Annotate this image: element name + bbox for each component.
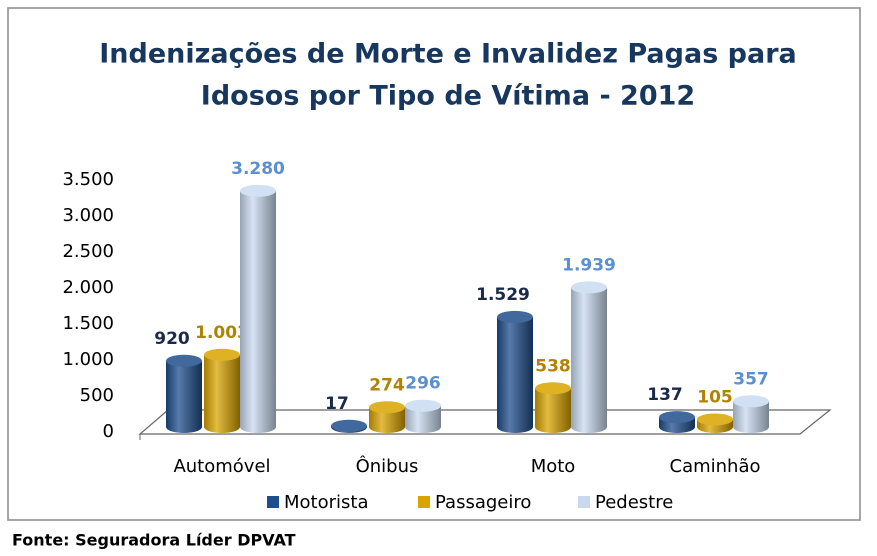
bar-top [733, 395, 769, 408]
y-tick-label: 3.500 [62, 169, 114, 190]
bar-top [204, 348, 240, 361]
legend-label: Motorista [284, 492, 368, 513]
bar-top [166, 354, 202, 367]
value-label: 920 [154, 329, 190, 349]
bar-top [535, 382, 571, 395]
bar [659, 411, 695, 433]
value-label: 357 [733, 369, 769, 389]
y-tick-label: 500 [80, 385, 114, 406]
chart-title: Indenizações de Morte e Invalidez Pagas … [99, 39, 797, 70]
bar-top [405, 399, 441, 412]
value-label: 274 [369, 375, 405, 395]
value-label: 1.529 [476, 285, 530, 305]
value-label: 1.003 [195, 323, 249, 343]
bar [405, 399, 441, 433]
legend-swatch [267, 496, 279, 508]
bar-body [497, 316, 533, 433]
value-label: 3.280 [231, 159, 285, 179]
bar-body [240, 190, 276, 433]
legend-label: Pedestre [595, 492, 673, 513]
bar-top [331, 419, 367, 432]
bar-body [369, 407, 405, 433]
y-tick-label: 3.000 [62, 205, 114, 226]
bar [571, 281, 607, 433]
y-tick-label: 1.000 [62, 349, 114, 370]
legend-label: Passageiro [435, 492, 531, 513]
source: Fonte: Seguradora Líder DPVAT [12, 531, 296, 550]
bar [369, 401, 405, 433]
bar-top [571, 281, 607, 294]
value-label: 137 [647, 385, 683, 405]
bar-body [535, 388, 571, 433]
legend-swatch [418, 496, 430, 508]
bar [497, 310, 533, 433]
bar [733, 395, 769, 433]
chart-title: Idosos por Tipo de Vítima - 2012 [201, 81, 695, 112]
bar [697, 413, 733, 433]
value-label: 1.939 [562, 255, 616, 275]
bar-body [204, 354, 240, 433]
bar-body [166, 360, 202, 433]
value-label: 105 [697, 387, 733, 407]
y-tick-label: 2.500 [62, 241, 114, 262]
bar-body [571, 287, 607, 433]
y-tick-label: 1.500 [62, 313, 114, 334]
x-tick-label: Automóvel [173, 456, 270, 477]
value-label: 17 [325, 394, 349, 414]
x-tick-label: Moto [531, 456, 576, 477]
value-label: 296 [405, 374, 441, 394]
x-tick-label: Ônibus [356, 455, 419, 477]
legend-swatch [578, 496, 590, 508]
value-label: 538 [535, 356, 571, 376]
x-tick-label: Caminhão [670, 456, 761, 477]
bar-body [733, 401, 769, 433]
bar-top [497, 310, 533, 323]
bar [331, 419, 367, 433]
bar-top [240, 184, 276, 197]
bar-body [405, 405, 441, 433]
chart-border [7, 7, 861, 521]
floor [138, 409, 832, 435]
bar [240, 184, 276, 433]
bar [535, 382, 571, 433]
bar-top [369, 401, 405, 414]
bar [166, 354, 202, 433]
y-tick-label: 0 [103, 421, 114, 442]
y-tick-label: 2.000 [62, 277, 114, 298]
bar [204, 348, 240, 433]
bar-top [659, 411, 695, 424]
bar-top [697, 413, 733, 426]
